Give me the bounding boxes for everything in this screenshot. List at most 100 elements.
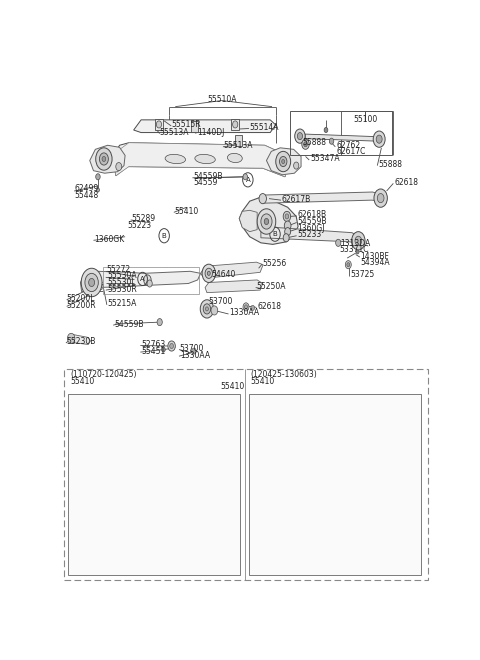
Text: 55347A: 55347A [310,154,340,164]
Circle shape [157,319,162,325]
Text: 55233: 55233 [297,230,322,239]
Text: 55515R: 55515R [172,120,201,129]
Circle shape [117,496,125,507]
Circle shape [244,305,248,309]
Polygon shape [115,143,287,162]
Text: 62618B: 62618B [297,211,326,219]
Text: 54394A: 54394A [360,258,390,267]
Polygon shape [255,435,389,477]
Polygon shape [305,134,378,141]
Text: 55223: 55223 [127,220,151,230]
Polygon shape [81,271,201,292]
Bar [191,121,198,132]
Circle shape [259,499,263,503]
Circle shape [261,214,272,229]
Text: 1140DJ: 1140DJ [197,127,224,137]
Circle shape [302,139,309,149]
Circle shape [391,450,396,457]
Text: 62617C: 62617C [336,147,365,156]
Circle shape [257,488,264,498]
Circle shape [352,232,365,250]
Circle shape [377,193,384,203]
Polygon shape [201,262,263,279]
Polygon shape [115,143,287,177]
Text: 62617B: 62617B [282,195,311,204]
Circle shape [211,306,218,315]
Bar [118,506,124,514]
Text: 55513A: 55513A [224,141,253,150]
Text: 55256: 55256 [263,259,287,268]
Circle shape [285,214,289,219]
Bar [235,135,241,147]
Circle shape [96,174,100,180]
Text: 55477: 55477 [74,447,98,455]
Bar [155,119,163,130]
Circle shape [243,303,249,311]
Text: 62762: 62762 [336,141,360,150]
Bar [68,394,240,575]
Text: 53700: 53700 [209,297,233,306]
Polygon shape [74,435,208,477]
Circle shape [67,333,75,343]
Bar [257,497,264,505]
Circle shape [205,307,208,311]
Circle shape [251,306,254,310]
Text: 55448: 55448 [74,191,98,200]
Circle shape [76,463,83,472]
Circle shape [294,162,299,169]
Circle shape [156,121,162,128]
Text: 62618: 62618 [394,178,418,187]
Circle shape [297,133,302,140]
Circle shape [203,304,211,314]
Circle shape [282,160,285,164]
Text: 55410: 55410 [220,382,244,391]
Circle shape [300,508,304,512]
Circle shape [207,271,210,275]
Text: 55100: 55100 [353,115,377,124]
Text: 55514A: 55514A [249,123,278,132]
Text: (110720-120425): (110720-120425) [71,370,137,380]
Circle shape [168,341,175,351]
Text: 1330AA: 1330AA [180,350,210,360]
Text: 55513A: 55513A [160,127,189,137]
Polygon shape [240,197,298,244]
Text: 54559B: 54559B [193,172,223,182]
Polygon shape [253,455,271,479]
Circle shape [233,121,238,128]
Text: 1313DA: 1313DA [340,239,370,248]
Polygon shape [259,412,297,441]
Circle shape [376,135,382,143]
Text: 55510A: 55510A [207,95,237,104]
Bar [290,111,392,156]
Circle shape [356,250,359,254]
Circle shape [102,156,106,162]
Circle shape [257,463,264,472]
Text: 1360GJ: 1360GJ [297,224,325,232]
Circle shape [89,418,103,436]
Circle shape [144,275,151,285]
Circle shape [257,209,276,234]
Circle shape [147,280,152,287]
Text: 55289: 55289 [132,214,156,223]
Text: 55477: 55477 [115,465,139,474]
Circle shape [120,508,123,512]
Text: 55451: 55451 [141,346,165,356]
Text: B: B [273,231,277,237]
Text: 55454B: 55454B [295,472,324,480]
Text: 62618: 62618 [257,302,281,311]
Ellipse shape [327,443,340,451]
Polygon shape [261,192,384,203]
Circle shape [355,236,362,246]
Polygon shape [90,145,125,173]
Circle shape [295,129,305,143]
Text: 55272: 55272 [107,265,131,274]
Circle shape [276,151,290,172]
Circle shape [345,261,351,269]
Circle shape [89,279,95,286]
Text: 54559B: 54559B [297,217,327,226]
Text: 55530R: 55530R [108,284,137,294]
Ellipse shape [304,443,317,451]
Text: 1360GK: 1360GK [94,235,124,244]
Text: 55888: 55888 [302,138,326,147]
Bar [299,506,306,514]
